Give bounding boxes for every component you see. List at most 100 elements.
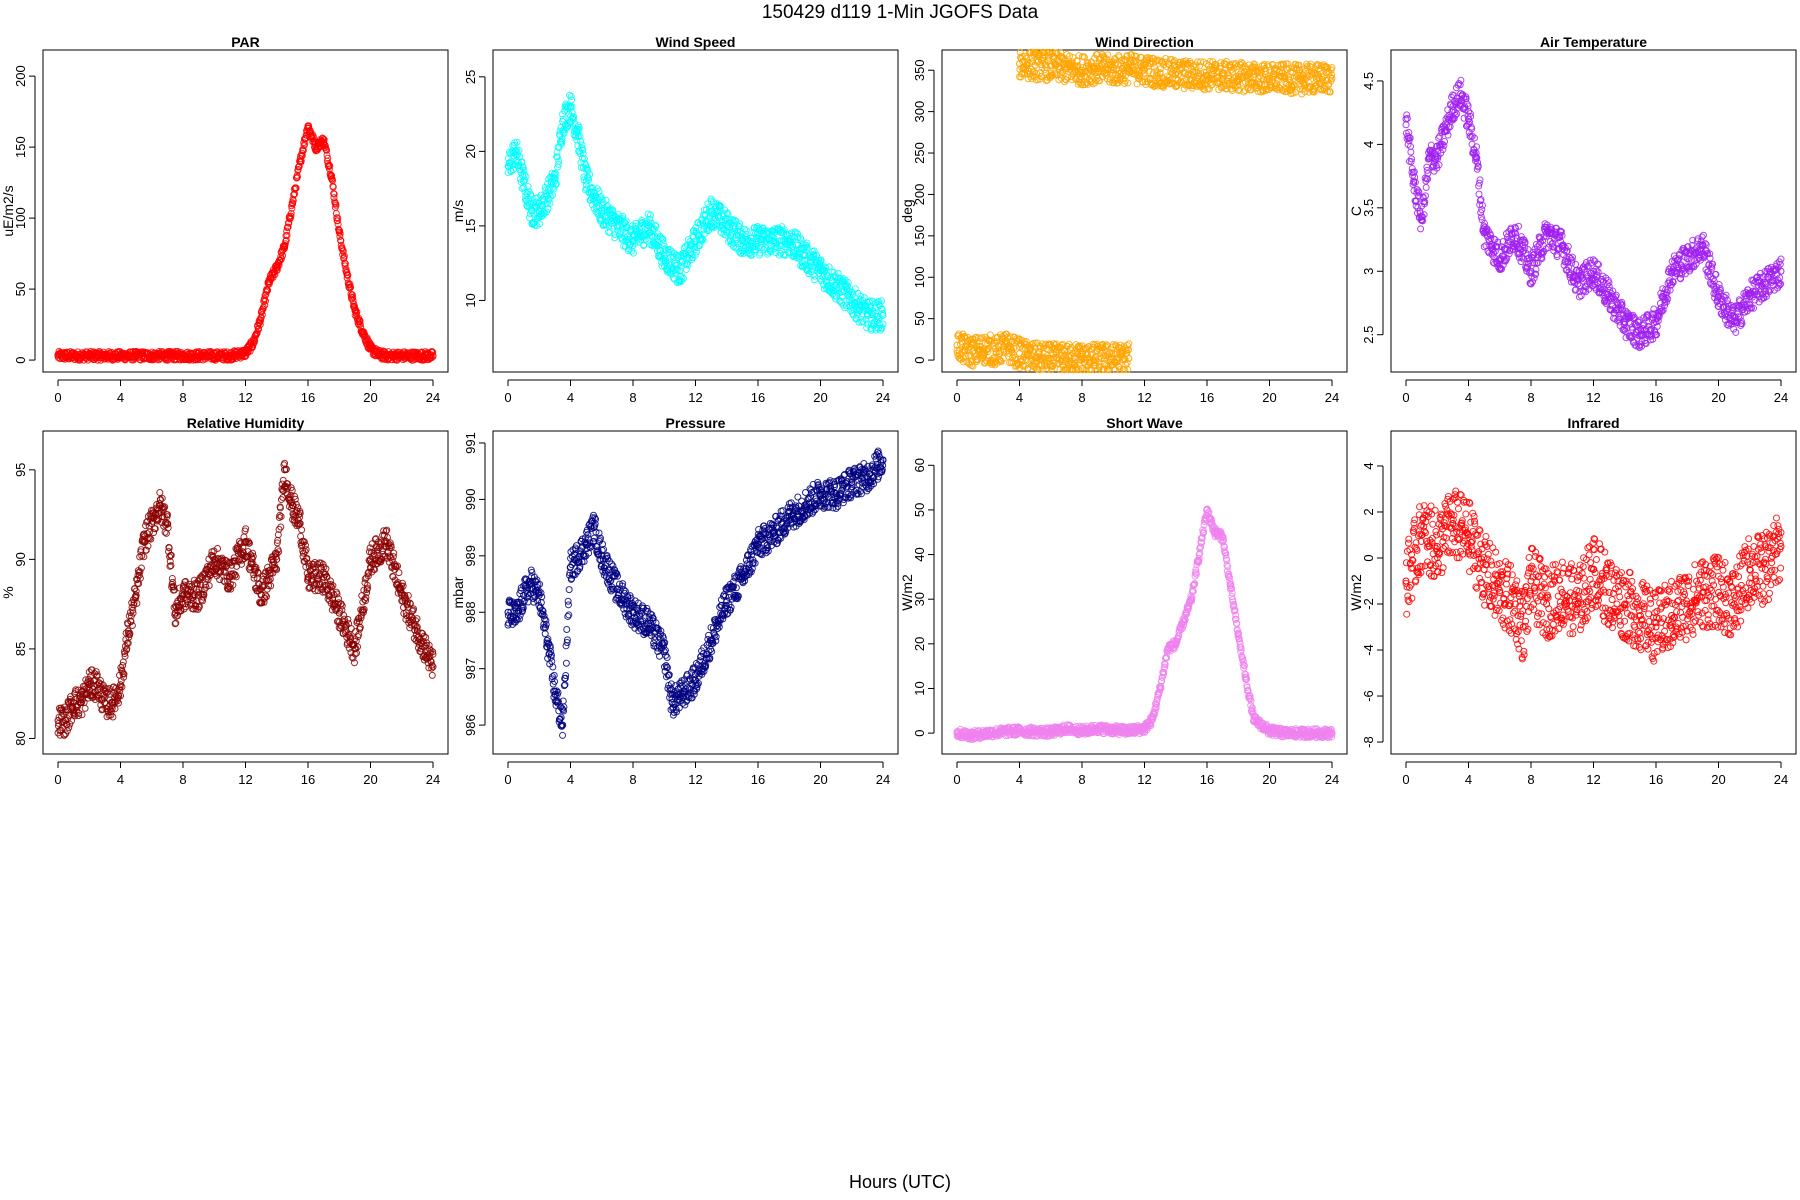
data-point [1422,184,1430,192]
data-point [879,309,887,317]
plot-frame [941,49,1348,373]
x-tick-label: 20 [1262,390,1276,405]
data-point [803,243,811,251]
x-tick-label: 12 [1137,390,1151,405]
chart-title: Wind Direction [1095,34,1194,50]
data-point [300,139,308,147]
data-point [764,248,772,256]
data-point [659,235,667,243]
data-point [673,265,681,273]
data-point [352,306,360,314]
data-point [514,158,522,166]
data-point [309,133,317,141]
data-point [855,318,863,326]
data-point [666,246,674,254]
y-tick-label: 50 [912,311,927,325]
data-point [969,362,977,370]
chart-title: Relative Humidity [187,415,305,431]
data-point [622,217,630,225]
data-point [598,196,606,204]
data-point [674,266,682,274]
data-point-cloud [504,91,887,334]
data-point [332,201,340,209]
chart-title: Wind Speed [656,34,736,50]
data-point [857,292,865,300]
x-tick-label: 8 [179,390,186,405]
x-tick-label: 20 [363,772,377,787]
y-tick-label: 150 [912,225,927,247]
x-tick-label: 0 [504,390,511,405]
data-point [716,201,724,209]
data-point [955,354,963,362]
y-tick-label: 3 [1361,268,1376,275]
data-point [578,141,586,149]
data-point [860,294,868,302]
figure-title: 150429 d119 1-Min JGOFS Data [761,2,1039,23]
data-point [281,244,289,252]
data-point [725,216,733,224]
data-point [748,251,756,259]
data-point [642,235,650,243]
data-point [775,251,783,259]
data-point [520,171,528,179]
data-point [984,348,992,356]
y-tick-label: 2.5 [1361,326,1376,344]
data-point [429,352,437,360]
x-tick-label: 20 [1711,390,1725,405]
data-point [804,244,812,252]
data-point [588,184,596,192]
data-point [256,321,264,329]
plot-frame [42,49,449,373]
data-point [326,162,334,170]
data-point [568,109,576,117]
data-point [349,294,357,302]
data-series [953,60,1336,362]
x-tick-label: 8 [1078,390,1085,405]
data-point [556,127,564,135]
data-point [548,191,556,199]
data-point [513,138,521,146]
data-point [706,203,714,211]
data-point [771,237,779,245]
data-point [344,271,352,279]
data-point [579,150,587,158]
data-point [289,200,297,208]
data-point [726,237,734,245]
data-point [1572,260,1580,268]
data-point [993,338,1001,346]
data-series [54,122,437,360]
data-point [805,270,813,278]
data-point [293,174,301,182]
y-tick-label: 150 [13,136,28,158]
data-point [699,236,707,244]
data-point [277,255,285,263]
data-point [584,173,592,181]
data-point [576,132,584,140]
data-point [824,281,832,289]
data-point [555,157,563,165]
data-point [803,239,811,247]
data-point [716,206,724,214]
data-point [577,137,585,145]
data-point [511,147,519,155]
y-tick-label: 100 [13,207,28,229]
x-tick-label: 4 [1465,390,1472,405]
y-tick-label: 90 [13,552,28,566]
data-point [1150,63,1158,71]
x-tick-label: 12 [238,390,252,405]
data-point [336,232,344,240]
data-point [875,298,883,306]
data-point [551,169,559,177]
x-tick-label: 12 [1586,390,1600,405]
data-point [822,264,830,272]
data-point [834,269,842,277]
data-point [519,164,527,172]
y-tick-label: 3.5 [1361,199,1376,217]
x-tick-label: 16 [751,390,765,405]
data-point [336,229,344,237]
x-tick-label: 8 [629,390,636,405]
